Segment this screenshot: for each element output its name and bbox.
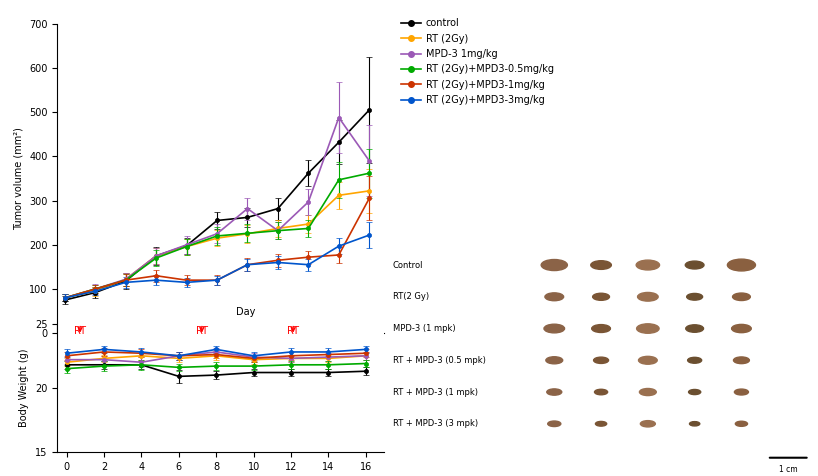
Y-axis label: Tumor volume (mm²): Tumor volume (mm²) [13,127,24,230]
Ellipse shape [735,389,748,395]
Ellipse shape [636,324,659,333]
Ellipse shape [690,422,699,426]
Ellipse shape [640,388,656,396]
Ellipse shape [688,357,702,363]
Text: RT: RT [196,326,208,336]
Ellipse shape [594,357,609,364]
Ellipse shape [640,421,655,427]
Ellipse shape [593,293,609,300]
Ellipse shape [731,325,751,333]
Ellipse shape [595,389,608,395]
Text: RT + MPD-3 (1 mpk): RT + MPD-3 (1 mpk) [393,387,478,397]
Ellipse shape [733,293,750,300]
Ellipse shape [685,261,704,269]
Ellipse shape [685,325,703,332]
Ellipse shape [637,292,658,301]
Text: RT: RT [287,326,299,336]
Ellipse shape [546,357,563,364]
Ellipse shape [735,421,748,426]
Ellipse shape [639,357,657,364]
Ellipse shape [689,389,701,395]
Ellipse shape [548,421,561,426]
Ellipse shape [596,421,607,426]
Text: Day: Day [236,307,255,317]
Text: RT + MPD-3 (0.5 mpk): RT + MPD-3 (0.5 mpk) [393,356,486,365]
Text: Control: Control [393,260,423,269]
Ellipse shape [545,293,564,301]
Ellipse shape [546,389,562,395]
Text: RT(2 Gy): RT(2 Gy) [393,292,429,301]
Ellipse shape [591,261,611,269]
Text: 1 cm: 1 cm [779,466,798,475]
Text: MPD-3 (1 mpk): MPD-3 (1 mpk) [393,324,456,333]
Ellipse shape [636,260,659,270]
Y-axis label: Body Weight (g): Body Weight (g) [20,349,29,427]
Text: RT: RT [74,326,86,336]
Ellipse shape [542,259,568,270]
Legend: control, RT (2Gy), MPD-3 1mg/kg, RT (2Gy)+MPD3-0.5mg/kg, RT (2Gy)+MPD3-1mg/kg, R: control, RT (2Gy), MPD-3 1mg/kg, RT (2Gy… [398,14,558,109]
Ellipse shape [544,324,564,333]
Ellipse shape [686,293,703,300]
Text: RT + MPD-3 (3 mpk): RT + MPD-3 (3 mpk) [393,419,478,428]
Ellipse shape [734,357,749,364]
Ellipse shape [591,325,610,332]
Ellipse shape [727,259,756,271]
